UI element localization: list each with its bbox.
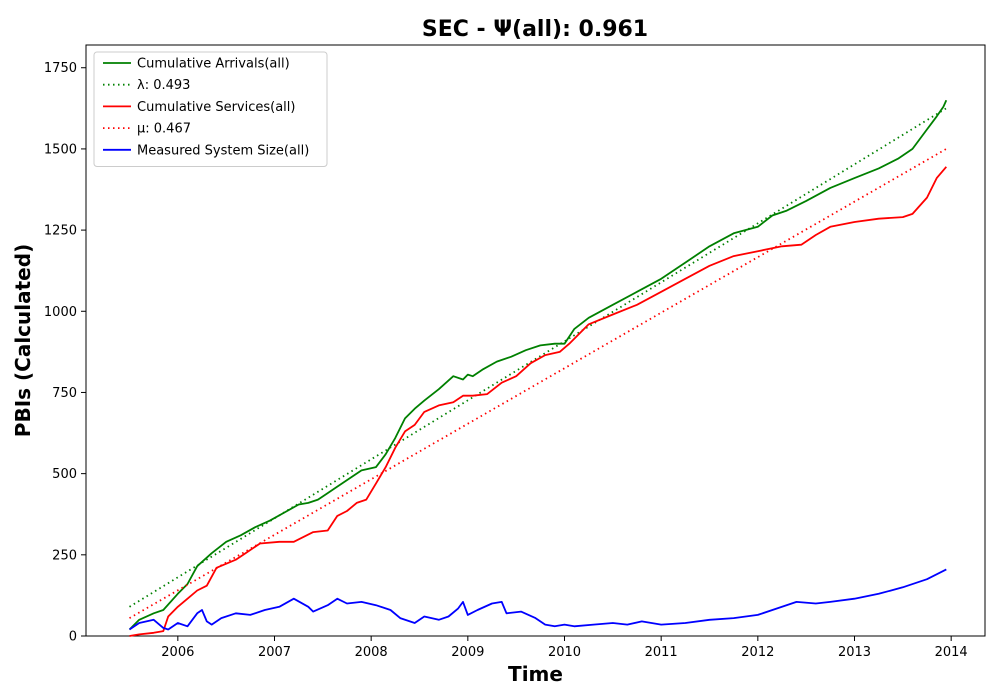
legend-label: Cumulative Arrivals(all)	[137, 57, 290, 72]
y-axis-label: PBIs (Calculated)	[11, 244, 35, 437]
chart-title: SEC - Ψ(all): 0.961	[422, 17, 648, 42]
x-tick-label: 2011	[645, 645, 678, 660]
y-tick-label: 250	[52, 548, 77, 563]
plot-frame	[85, 44, 986, 637]
y-tick-label: 1000	[44, 305, 77, 320]
series-line-4	[128, 568, 947, 631]
legend-box	[93, 51, 328, 167]
legend-label: Measured System Size(all)	[137, 143, 309, 158]
x-tick-label: 2008	[355, 645, 388, 660]
y-tick-label: 1500	[44, 142, 77, 157]
series-line-3	[129, 148, 947, 619]
legend-label: Cumulative Services(all)	[137, 100, 295, 115]
x-tick-label: 2012	[741, 645, 774, 660]
series-line-0	[128, 99, 948, 631]
x-tick-label: 2007	[258, 645, 291, 660]
y-tick-label: 1750	[44, 61, 77, 76]
y-tick-label: 750	[52, 386, 77, 401]
legend-label: λ: 0.493	[137, 78, 190, 93]
series-line-2	[129, 166, 947, 637]
y-tick-label: 1250	[44, 224, 77, 239]
y-tick-label: 500	[52, 467, 77, 482]
x-tick-label: 2006	[161, 645, 194, 660]
x-tick-label: 2009	[451, 645, 484, 660]
legend-label: μ: 0.467	[137, 122, 191, 137]
x-axis-label: Time	[508, 662, 563, 686]
axis-ticks: 2006 2007 2008 2009 2010 2011 2012 2013 2014 0 250…	[44, 61, 968, 660]
legend: Cumulative Arrivals(all) λ: 0.493 Cumulati…	[93, 51, 328, 167]
series-line-1	[129, 107, 947, 608]
plot-area	[85, 44, 986, 637]
y-tick-label: 0	[69, 630, 77, 645]
x-tick-label: 2010	[548, 645, 581, 660]
x-tick-label: 2013	[838, 645, 871, 660]
x-tick-label: 2014	[935, 645, 968, 660]
